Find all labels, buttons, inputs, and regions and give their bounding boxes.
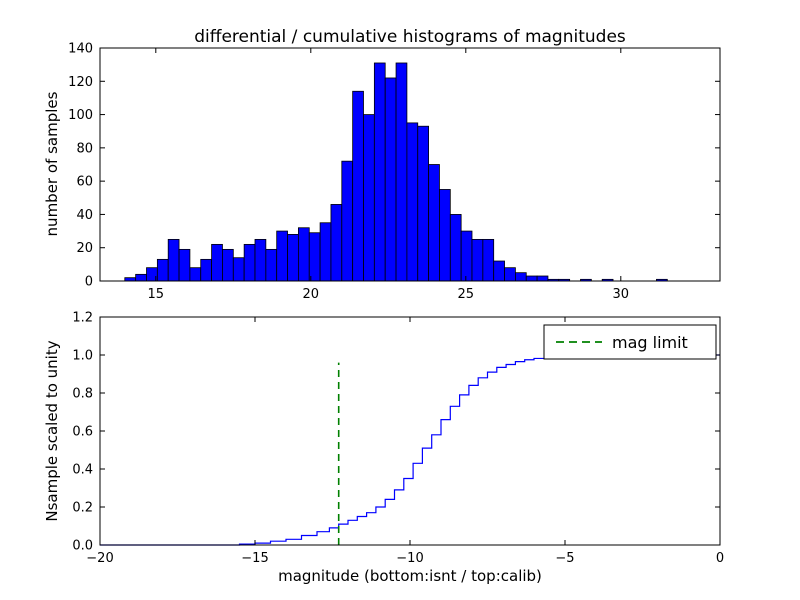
top-ytick-label: 60 [76,175,93,190]
histogram-bar [276,230,288,282]
histogram-bar [363,114,375,282]
top-xtick-label: 30 [613,287,630,302]
histogram-bar [493,260,505,282]
histogram-bar [330,204,343,282]
histogram-bar [189,267,202,282]
histogram-bar [200,258,213,282]
histogram-bar [395,62,408,282]
histogram-bar [156,258,169,282]
top-ytick-label: 20 [76,241,93,256]
bottom-xtick-label: 0 [716,551,724,566]
top-xtick-label: 20 [303,287,320,302]
bottom-xtick-label: −5 [555,551,574,566]
histogram-bar [211,243,223,282]
histogram-bar [439,189,451,282]
histogram-bar [384,77,397,282]
top-ytick-label: 0 [85,275,93,290]
histogram-bar [471,238,484,282]
histogram-bar [135,273,147,282]
histogram-bar [308,232,321,282]
top-ytick-label: 120 [68,75,93,90]
bottom-ytick-label: 1.0 [72,349,93,364]
bottom-ytick-label: 0.4 [72,463,93,478]
cumulative-step-line [100,354,720,546]
histogram-bar [428,164,440,282]
bottom-ytick-label: 1.2 [72,311,93,326]
histogram-bar [373,62,386,282]
histogram-bar [243,243,256,282]
histogram-bar [232,257,245,282]
histogram-bar [319,222,332,282]
histogram-bar [222,248,234,282]
top-ytick-label: 140 [68,42,93,57]
top-ytick-label: 40 [76,208,93,223]
bottom-xtick-label: −15 [241,551,268,566]
histogram-bar [178,248,191,282]
histogram-bar [536,275,549,282]
histogram-bar [417,125,430,282]
bottom-y-axis-label: Nsample scaled to unity [43,340,61,522]
histogram-bar [265,248,278,282]
bottom-ytick-label: 0.6 [72,425,93,440]
legend-label-mag-limit: mag limit [612,333,688,352]
histogram-bar [482,238,495,282]
legend-box [543,324,717,360]
top-xtick-label: 25 [458,287,475,302]
bottom-ytick-label: 0.2 [72,501,93,516]
bottom-ytick-label: 0.0 [72,539,93,554]
histogram-bar [515,272,527,282]
histogram-bar [167,238,180,282]
histogram-bar [504,267,516,282]
bottom-frame [99,316,721,546]
histogram-bar [406,122,419,282]
differential-histogram-bars [124,62,668,282]
histogram-bar [460,230,473,282]
top-axes: 15 20 25 30 0 20 40 60 80 100 120 140 [68,42,721,302]
chart-title: differential / cumulative histograms of … [194,27,626,47]
top-frame [99,47,721,282]
top-ytick-label: 100 [68,108,93,123]
histogram-bar [449,214,462,282]
top-xtick-label: 15 [148,287,165,302]
bottom-xtick-label: −20 [86,551,113,566]
histogram-bar [297,227,310,282]
x-axis-label: magnitude (bottom:isnt / top:calib) [278,567,542,585]
histogram-bar [254,238,267,282]
bottom-ytick-label: 0.8 [72,387,93,402]
histogram-bar [341,160,354,282]
histogram-bar [525,275,538,282]
bottom-xtick-label: −10 [396,551,423,566]
top-ytick-label: 80 [76,141,93,156]
histogram-bar [352,90,364,282]
top-y-axis-label: number of samples [43,91,61,237]
bottom-axes: −20 −15 −10 −5 0 0.0 0.2 0.4 0.6 0.8 1.0 1.2 [72,311,724,567]
histogram-bar [287,233,299,282]
